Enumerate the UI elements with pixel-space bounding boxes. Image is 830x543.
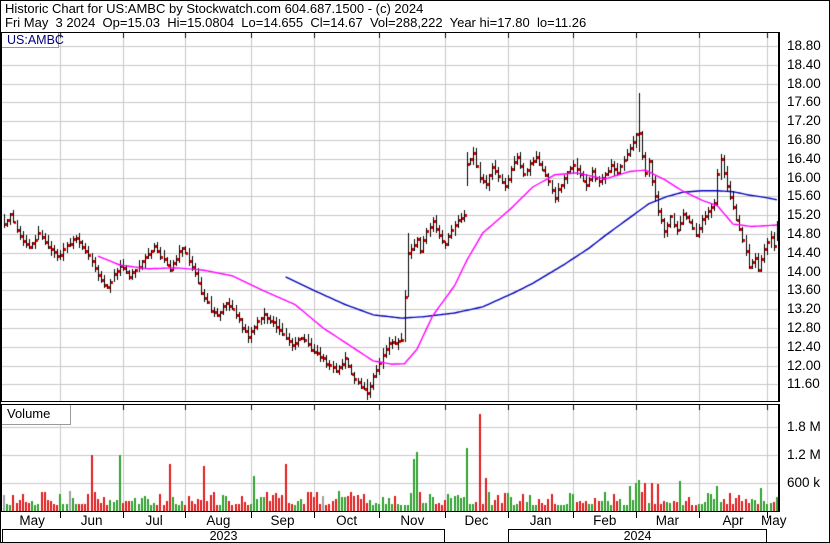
chart-title: Historic Chart for US:AMBC by Stockwatch… — [5, 1, 424, 16]
price-axis-label: 18.80 — [787, 38, 821, 53]
price-axis-label: 17.20 — [787, 113, 821, 129]
volume-axis-label: 1.2 M — [787, 446, 821, 462]
price-axis-label: 18.40 — [787, 56, 821, 72]
month-tick — [699, 512, 700, 518]
month-label: Jun — [80, 513, 103, 528]
month-tick — [508, 512, 509, 518]
price-axis-label: 12.00 — [787, 357, 821, 373]
month-label: Sep — [270, 513, 295, 528]
price-axis-label: 13.20 — [787, 301, 821, 317]
month-tick — [251, 512, 252, 518]
price-axis-label: 16.40 — [787, 150, 821, 166]
price-panel — [1, 32, 780, 402]
price-axis-label: 13.60 — [787, 282, 821, 298]
month-label: Dec — [464, 513, 489, 528]
volume-panel — [1, 404, 780, 512]
month-tick — [185, 512, 186, 518]
price-axis-label: 18.00 — [787, 75, 821, 91]
month-tick — [123, 512, 124, 518]
month-label: Aug — [206, 513, 231, 528]
price-axis-label: 17.60 — [787, 94, 821, 110]
year-box: 2024 — [508, 529, 767, 542]
volume-axis-label: 1.8 M — [787, 418, 821, 434]
price-axis-label: 14.00 — [787, 263, 821, 279]
price-axis-label: 15.20 — [787, 207, 821, 223]
month-label: Jul — [145, 513, 163, 528]
volume-panel-label: Volume — [2, 405, 71, 425]
month-label: Oct — [336, 513, 358, 528]
month-tick — [60, 512, 61, 518]
price-axis-label: 14.40 — [787, 244, 821, 260]
month-label: Apr — [722, 513, 744, 528]
price-axis-label: 11.60 — [787, 376, 820, 392]
year-box: 2023 — [2, 529, 445, 542]
price-axis-label: 12.80 — [787, 320, 821, 335]
symbol-label: US:AMBC — [2, 33, 64, 48]
price-axis-label: 12.40 — [787, 338, 821, 354]
month-tick — [636, 512, 637, 518]
price-axis-label: 16.80 — [787, 132, 821, 147]
month-tick — [573, 512, 574, 518]
month-label: Jan — [529, 513, 552, 528]
month-label: Feb — [593, 513, 617, 528]
price-chart-canvas — [2, 33, 778, 401]
volume-axis-label: 600 k — [787, 474, 821, 490]
price-axis-label: 14.80 — [787, 226, 821, 241]
month-tick — [314, 512, 315, 518]
month-tick — [445, 512, 446, 518]
month-label: Mar — [655, 513, 679, 528]
month-label: Nov — [400, 513, 425, 528]
month-tick — [379, 512, 380, 518]
volume-chart-canvas — [2, 405, 778, 511]
month-tick — [767, 512, 768, 518]
quote-summary-line: Fri May 3 2024 Op=15.03 Hi=15.0804 Lo=14… — [5, 15, 587, 30]
month-label: May — [760, 513, 787, 528]
price-axis-label: 16.00 — [787, 169, 821, 185]
month-label: May — [19, 513, 45, 528]
price-axis-label: 15.60 — [787, 188, 821, 204]
